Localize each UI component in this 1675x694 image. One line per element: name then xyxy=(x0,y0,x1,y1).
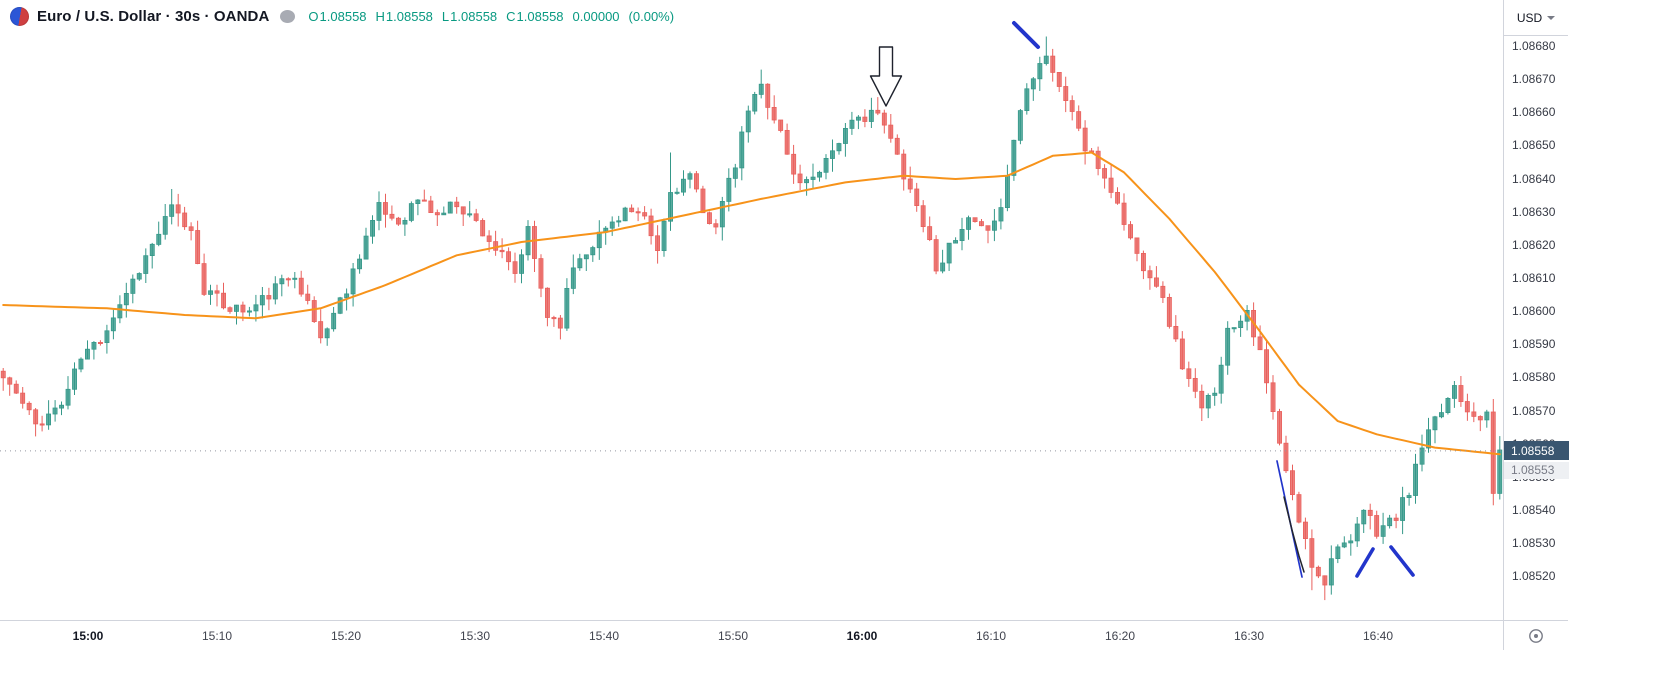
close-value: 1.08558 xyxy=(516,9,564,24)
time-tick-label: 15:50 xyxy=(717,629,749,643)
low-value: 1.08558 xyxy=(450,9,498,24)
candlestick-chart[interactable] xyxy=(0,0,1503,620)
ohlc-readout: O 1.08558 H 1.08558 L 1.08558 C 1.08558 0.00… xyxy=(308,9,674,24)
close-pair: C 1.08558 xyxy=(506,9,563,24)
price-tick-label: 1.08650 xyxy=(1512,138,1556,153)
last-price-badge: 1.08558 xyxy=(1504,441,1569,461)
open-label: O xyxy=(308,9,319,24)
high-value: 1.08558 xyxy=(385,9,433,24)
price-tick-label: 1.08670 xyxy=(1512,72,1556,87)
drawings-layer[interactable] xyxy=(869,21,1415,578)
open-pair: O 1.08558 xyxy=(308,9,366,24)
currency-button[interactable]: USD xyxy=(1503,0,1568,36)
symbol-title[interactable]: Euro / U.S. Dollar · 30s · OANDA xyxy=(37,8,270,25)
price-tick-label: 1.08660 xyxy=(1512,105,1556,120)
chart-pane[interactable]: Euro / U.S. Dollar · 30s · OANDA O 1.0855… xyxy=(0,0,1503,620)
time-tick-label: 15:40 xyxy=(588,629,620,643)
time-tick-label: 16:40 xyxy=(1362,629,1394,643)
price-tick-label: 1.08680 xyxy=(1512,38,1556,53)
secondary-price-label: 1.08553 xyxy=(1504,461,1569,479)
price-axis[interactable]: 1.08680 1.08670 1.08660 1.08650 1.08640 1.086… xyxy=(1503,0,1569,620)
price-tick-label: 1.08630 xyxy=(1512,204,1556,219)
low-label: L xyxy=(441,9,450,24)
chevron-down-icon xyxy=(1547,15,1556,20)
price-tick-label: 1.08570 xyxy=(1512,403,1556,418)
source-dot-icon[interactable] xyxy=(280,10,296,23)
axis-corner-cell xyxy=(1503,620,1568,650)
time-tick-label: 15:20 xyxy=(330,629,362,643)
time-tick-label: 15:10 xyxy=(201,629,233,643)
change-percent: (0.00%) xyxy=(628,9,675,24)
currency-label: USD xyxy=(1516,10,1543,25)
time-tick-label: 16:00 xyxy=(846,629,878,643)
candles-layer xyxy=(0,36,1503,601)
open-value: 1.08558 xyxy=(319,9,367,24)
price-tick-label: 1.08610 xyxy=(1512,271,1556,285)
time-tick-label: 15:30 xyxy=(459,629,491,643)
ma-line xyxy=(2,151,1501,456)
high-pair: H 1.08558 xyxy=(376,9,433,24)
price-tick-label: 1.08530 xyxy=(1512,536,1556,551)
price-tick-label: 1.08600 xyxy=(1512,304,1556,319)
time-tick-label: 16:10 xyxy=(975,629,1007,643)
time-tick-label: 16:30 xyxy=(1233,629,1265,643)
price-tick-label: 1.08620 xyxy=(1512,237,1556,252)
price-tick-label: 1.08590 xyxy=(1512,337,1556,352)
time-axis[interactable]: 15:00 15:10 15:20 15:30 15:40 15:50 16:00 16:10… xyxy=(0,620,1503,650)
axis-settings-target-icon[interactable] xyxy=(1527,627,1545,645)
time-tick-label: 15:00 xyxy=(72,629,104,643)
symbol-legend: Euro / U.S. Dollar · 30s · OANDA O 1.0855… xyxy=(10,7,674,26)
price-tick-label: 1.08520 xyxy=(1512,569,1556,584)
price-tick-label: 1.08640 xyxy=(1512,171,1556,186)
change-value: 0.00000 xyxy=(572,9,620,24)
close-label: C xyxy=(506,9,516,24)
time-tick-label: 16:20 xyxy=(1104,629,1136,643)
price-tick-label: 1.08580 xyxy=(1512,370,1556,385)
price-tick-label: 1.08540 xyxy=(1512,503,1556,518)
symbol-logo-icon xyxy=(10,7,29,26)
high-label: H xyxy=(375,9,385,24)
low-pair: L 1.08558 xyxy=(442,9,497,24)
